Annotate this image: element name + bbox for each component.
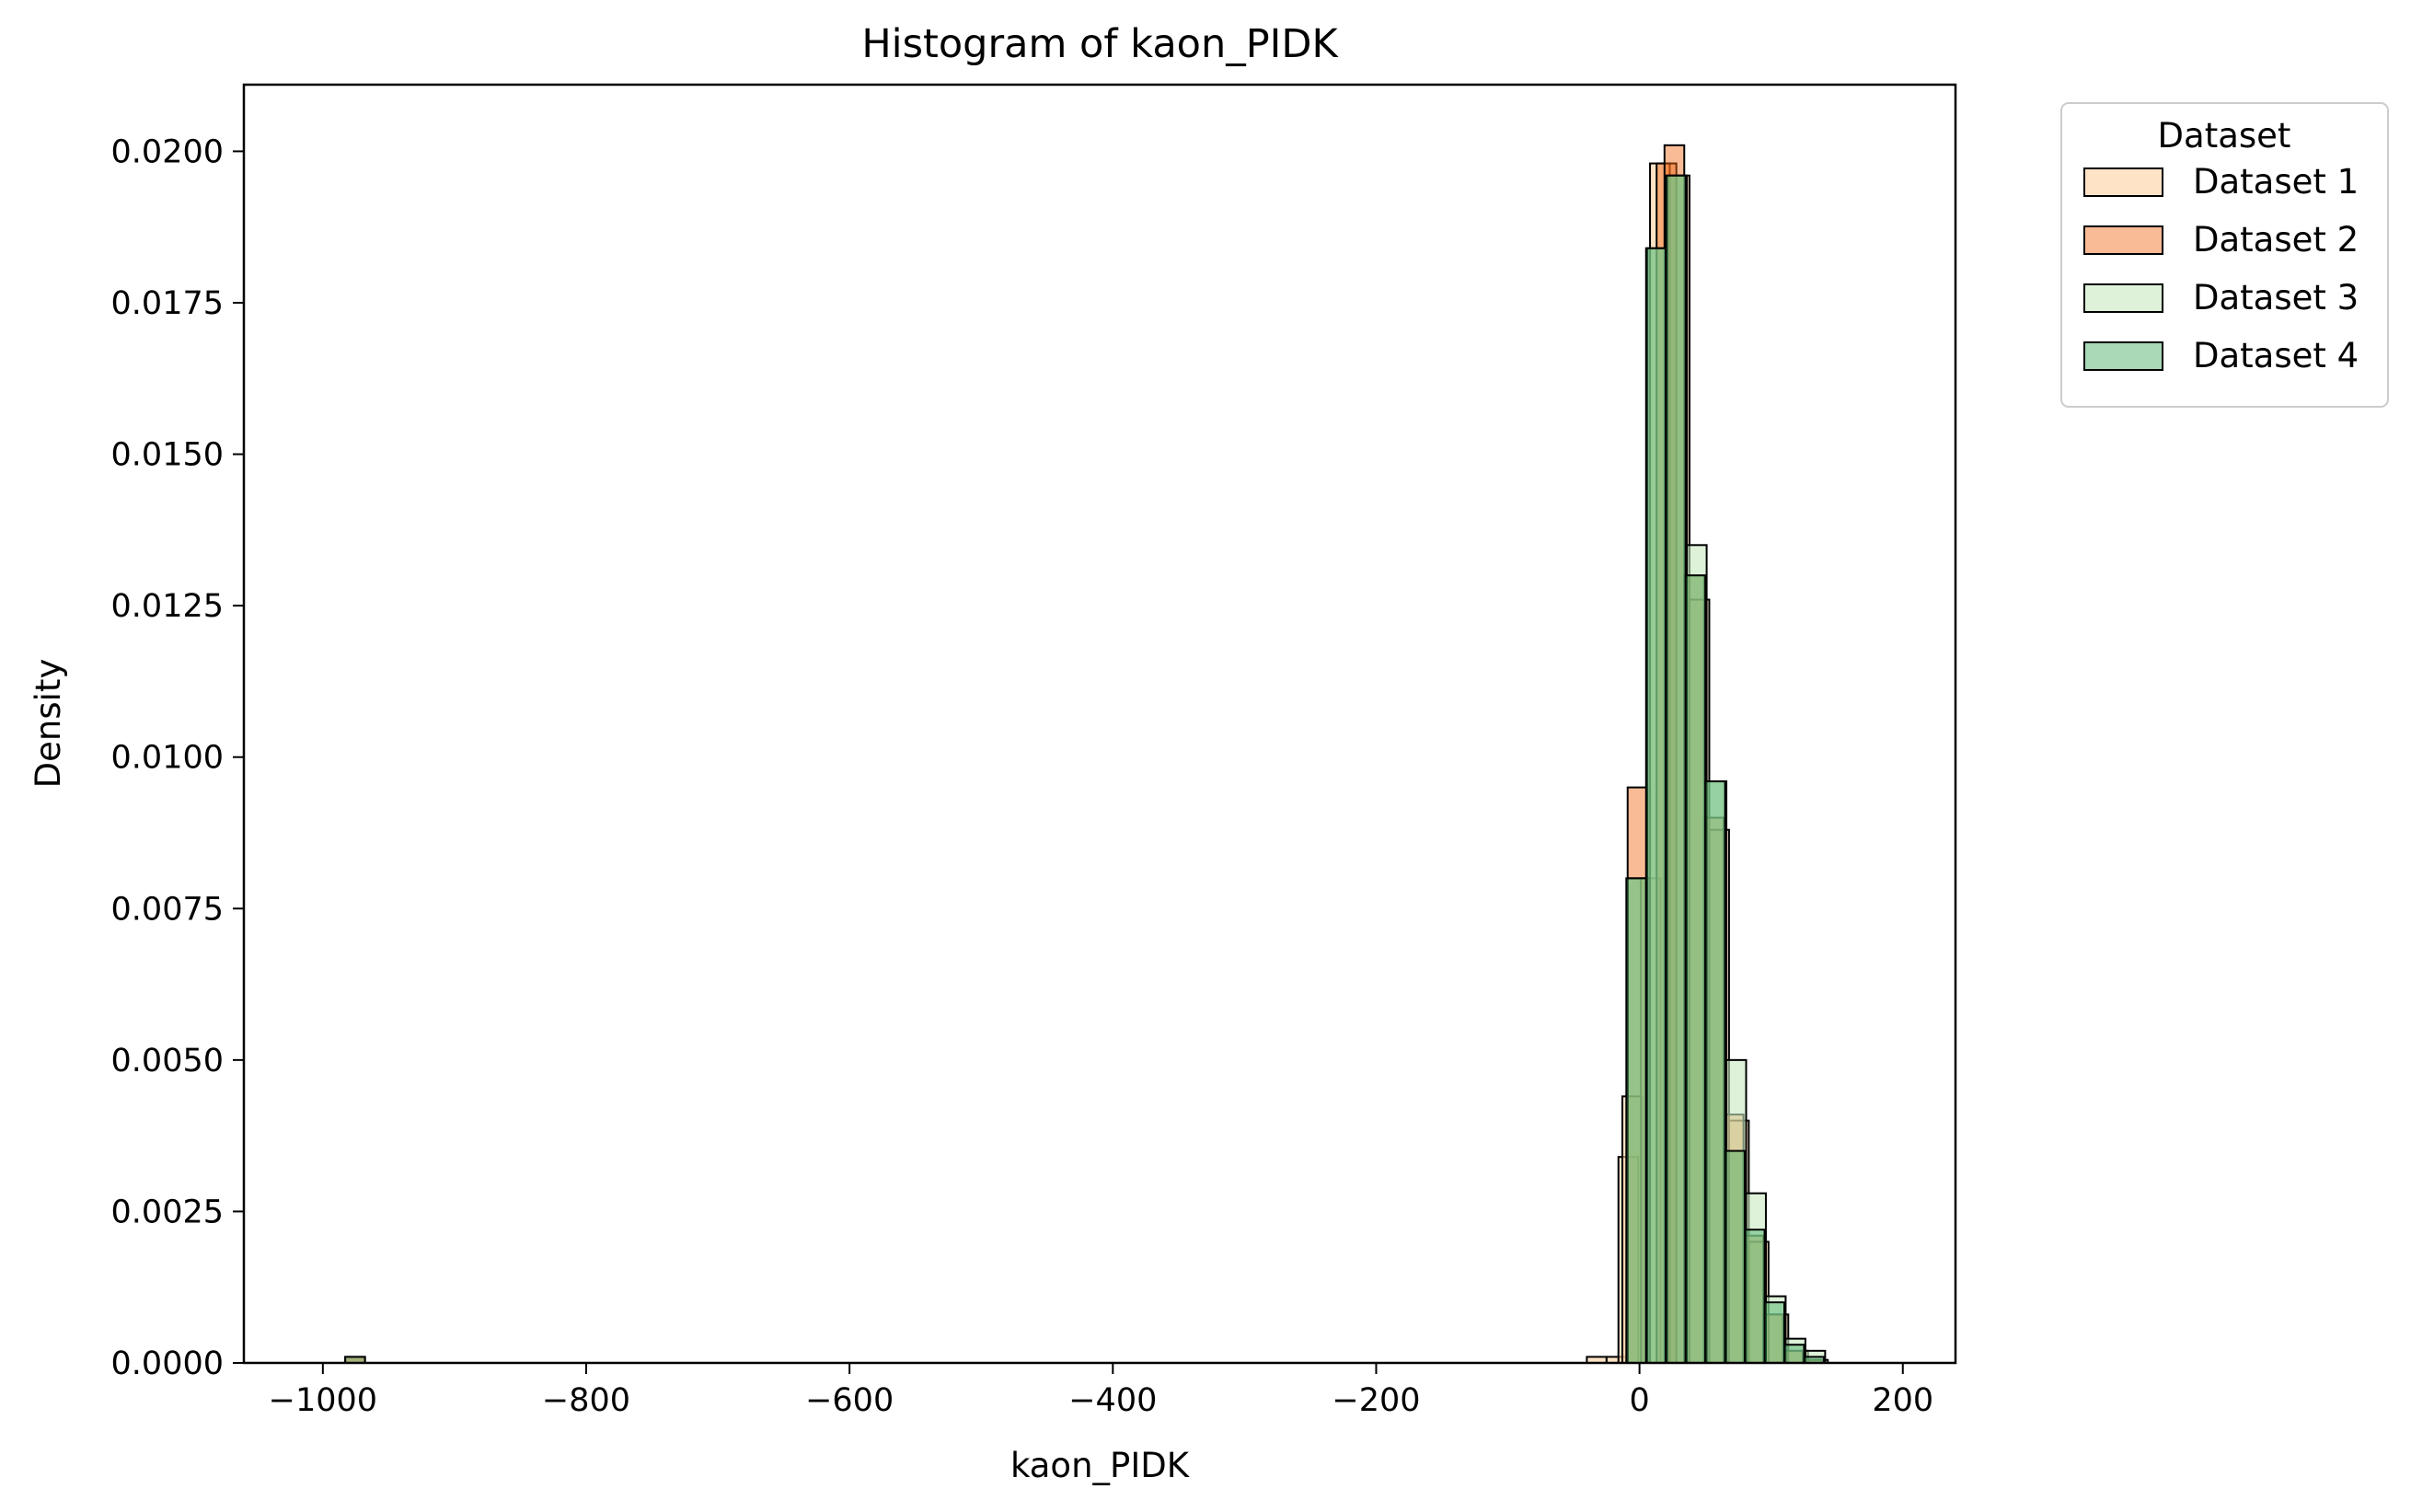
legend-items: Dataset 1 Dataset 2 Dataset 3 Dataset 4: [2083, 162, 2359, 375]
x-tick-label: 200: [1872, 1382, 1933, 1419]
plot-frame: [242, 83, 1957, 1365]
x-tick-label: −600: [805, 1382, 894, 1419]
legend-item: Dataset 1: [2083, 162, 2359, 202]
histogram-bar: [1724, 1149, 1747, 1365]
y-tick-label: 0.0000: [111, 1345, 224, 1382]
histogram-bar: [1665, 174, 1687, 1365]
legend-item: Dataset 4: [2083, 336, 2359, 375]
chart-title: Histogram of kaon_PIDK: [861, 21, 1339, 67]
x-tick-label: −400: [1068, 1382, 1157, 1419]
x-axis-label: kaon_PIDK: [1010, 1446, 1191, 1485]
y-tick-label: 0.0075: [111, 891, 224, 928]
legend-title: Dataset: [2158, 116, 2291, 156]
y-tick-label: 0.0025: [111, 1194, 224, 1230]
legend-label: Dataset 4: [2193, 336, 2359, 375]
y-tick-label: 0.0125: [111, 588, 224, 625]
legend-swatch: [2083, 225, 2163, 255]
y-axis: 0.0000 0.0025 0.0050 0.0075 0.0100 0.0125 0.01…: [111, 133, 244, 1382]
x-axis: −1000 −800 −600 −400 −200 0 200: [269, 1363, 1933, 1419]
y-tick-label: 0.0200: [111, 133, 224, 170]
legend-label: Dataset 1: [2193, 162, 2359, 202]
bars-layer: [344, 144, 1829, 1365]
legend-swatch: [2083, 283, 2163, 313]
x-tick-label: −200: [1332, 1382, 1420, 1419]
histogram-bar: [1625, 877, 1647, 1364]
histogram-bar: [1763, 1301, 1785, 1365]
legend-item: Dataset 3: [2083, 278, 2359, 317]
histogram-bar: [1704, 780, 1726, 1364]
legend-label: Dataset 2: [2193, 220, 2359, 260]
x-tick-label: −1000: [269, 1382, 377, 1419]
legend-label: Dataset 3: [2193, 278, 2359, 317]
x-tick-label: −800: [542, 1382, 630, 1419]
legend-swatch: [2083, 167, 2163, 197]
legend-swatch: [2083, 341, 2163, 371]
histogram-bar: [1644, 247, 1667, 1364]
y-axis-label: Density: [29, 659, 68, 789]
y-tick-label: 0.0175: [111, 285, 224, 322]
histogram-bar: [1783, 1344, 1805, 1365]
y-tick-label: 0.0100: [111, 740, 224, 777]
y-tick-label: 0.0050: [111, 1043, 224, 1079]
y-tick-label: 0.0150: [111, 437, 224, 474]
legend-item: Dataset 2: [2083, 220, 2359, 260]
x-tick-label: 0: [1629, 1382, 1649, 1419]
histogram-bar: [1744, 1229, 1766, 1365]
histogram-bar: [1684, 574, 1707, 1364]
